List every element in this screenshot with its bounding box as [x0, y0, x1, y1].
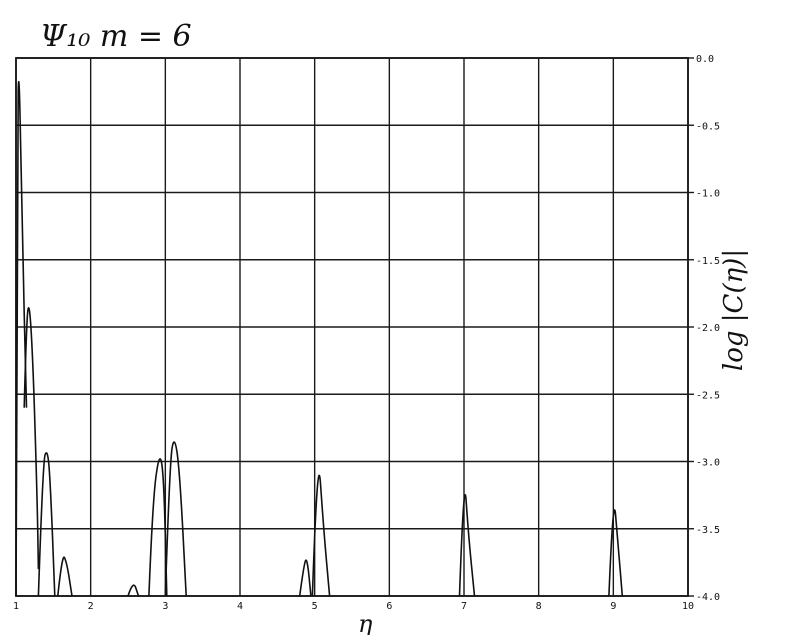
curve-lobe	[311, 474, 331, 597]
x-tick-label: 8	[536, 601, 542, 612]
curve-lobe	[164, 441, 187, 597]
y-tick-label: -1.5	[696, 256, 720, 267]
y-tick-label: -3.0	[696, 458, 720, 469]
curve-lobe	[57, 556, 73, 597]
y-tick-label: -3.5	[696, 525, 720, 536]
curve-lobe	[458, 494, 476, 597]
x-tick-label: 10	[682, 601, 694, 612]
y-tick-label: -2.0	[696, 323, 720, 334]
curve-lobe	[37, 452, 56, 597]
curve-lobe	[608, 509, 624, 597]
x-tick-label: 9	[610, 601, 616, 612]
y-tick-label: -0.5	[696, 121, 720, 132]
x-tick-label: 2	[88, 601, 94, 612]
y-axis-label: log |C(η)|	[719, 249, 749, 371]
grid	[15, 57, 694, 597]
curve-lobe	[148, 458, 168, 597]
x-tick-label: 4	[237, 601, 243, 612]
x-ticks: 1 2 3 4 5 6 7 8 9 10	[13, 601, 694, 612]
x-tick-label: 3	[162, 601, 168, 612]
chart-title: Ψ₁₀ m = 6	[40, 19, 192, 54]
curve-lobe	[23, 307, 40, 570]
curve-group	[15, 80, 624, 597]
y-tick-label: 0.0	[696, 54, 714, 65]
y-tick-label: -2.5	[696, 390, 720, 401]
curve-lobe	[127, 584, 140, 597]
curve-lobe	[298, 559, 312, 597]
x-axis-label: η	[358, 610, 373, 635]
y-tick-label: -1.0	[696, 189, 720, 200]
x-tick-label: 7	[461, 601, 467, 612]
y-ticks: 0.0 -0.5 -1.0 -1.5 -2.0 -2.5 -3.0 -3.5 -4.0	[696, 54, 720, 603]
x-tick-label: 6	[386, 601, 392, 612]
y-tick-label: -4.0	[696, 592, 720, 603]
curve-lobe	[15, 80, 28, 597]
x-tick-label: 5	[312, 601, 318, 612]
x-tick-label: 1	[13, 601, 19, 612]
